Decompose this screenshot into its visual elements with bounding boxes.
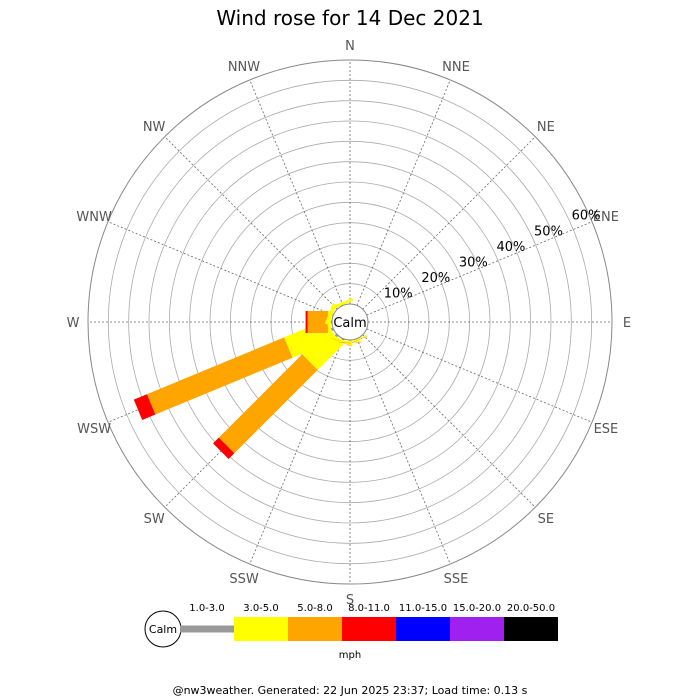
polar-grid: [87, 59, 613, 585]
radial-tick-10: 10%: [384, 287, 413, 302]
spoke-nne: [356, 79, 451, 306]
calm-circle: [331, 303, 369, 341]
spoke-se: [362, 334, 536, 508]
bar-nnw-bin-1: [331, 298, 354, 310]
footer-text: @nw3weather. Generated: 22 Jun 2025 23:3…: [172, 684, 528, 697]
legend-swatch-6: [504, 617, 558, 641]
direction-label-nnw: NNW: [228, 60, 260, 75]
chart-title: Wind rose for 14 Dec 2021: [216, 6, 484, 30]
grid-ring: [107, 79, 593, 565]
bar-wnw-bin-1: [324, 303, 337, 325]
spoke-nw: [164, 136, 338, 310]
direction-label-wsw: WSW: [77, 422, 111, 437]
legend-swatch-2: [288, 617, 342, 641]
direction-label-s: S: [346, 593, 354, 608]
radial-tick-50: 50%: [534, 224, 563, 239]
direction-label-ne: NE: [537, 120, 555, 135]
legend-label-0: 1.0-3.0: [189, 603, 224, 614]
spoke-ne: [362, 136, 536, 310]
legend-label-6: 20.0-50.0: [507, 603, 555, 614]
legend-swatch-0: [180, 625, 234, 633]
direction-label-e: E: [623, 316, 631, 331]
bar-sw-bin-2: [218, 354, 318, 454]
legend-label-3: 8.0-11.0: [348, 603, 390, 614]
grid-ring: [148, 120, 552, 524]
bar-sw-bin-1: [302, 328, 344, 370]
calm-label: Calm: [333, 316, 366, 331]
direction-label-nne: NNE: [442, 60, 470, 75]
outer-ring: [87, 59, 613, 585]
radial-tick-30: 30%: [459, 255, 488, 270]
legend-label-1: 3.0-5.0: [243, 603, 278, 614]
wind-bars: Calm: [133, 298, 369, 459]
legend-swatch-4: [396, 617, 450, 641]
legend-swatch-5: [450, 617, 504, 641]
bar-sw-bin-3: [213, 437, 235, 459]
spoke-ene: [366, 221, 593, 316]
direction-label-sse: SSE: [444, 572, 469, 587]
grid-ring: [128, 100, 572, 544]
direction-label-w: W: [67, 316, 80, 331]
direction-label-ssw: SSW: [229, 572, 259, 587]
legend-calm-label: Calm: [149, 623, 177, 636]
radial-tick-20: 20%: [421, 271, 450, 286]
spoke-wnw: [107, 221, 334, 316]
radial-tick-40: 40%: [496, 240, 525, 255]
speed-legend: Calm 1.0-3.0 3.0-5.0 5.0-8.0 8.0-11.0 11.0-15…: [144, 603, 558, 661]
legend-units: mph: [339, 650, 361, 661]
grid-ring: [189, 161, 511, 483]
direction-label-n: N: [345, 39, 355, 54]
direction-label-se: SE: [538, 512, 554, 527]
grid-ring: [168, 140, 532, 504]
bar-wsw-bin-2: [146, 337, 293, 415]
spoke-ssw: [249, 338, 344, 565]
direction-label-ene: ENE: [593, 210, 619, 225]
direction-label-wnw: WNW: [76, 210, 112, 225]
legend-label-5: 15.0-20.0: [453, 603, 501, 614]
legend-label-2: 5.0-8.0: [297, 603, 332, 614]
direction-labels: N NNE NE ENE E ESE SE SSE S SSW SW WSW W WNW NW NNW: [67, 39, 632, 608]
legend-swatch-1: [234, 617, 288, 641]
radial-tick-60: 60%: [572, 209, 601, 224]
spoke-nnw: [249, 79, 344, 306]
direction-label-nw: NW: [143, 120, 166, 135]
direction-label-ese: ESE: [594, 422, 619, 437]
radial-tick-labels: 10% 20% 30% 40% 50% 60%: [384, 209, 601, 302]
spoke-sse: [356, 338, 451, 565]
bar-wsw-bin-3: [133, 394, 156, 420]
legend-swatch-3: [342, 617, 396, 641]
direction-label-sw: SW: [144, 512, 165, 527]
legend-label-4: 11.0-15.0: [399, 603, 447, 614]
spoke-ese: [366, 328, 593, 423]
